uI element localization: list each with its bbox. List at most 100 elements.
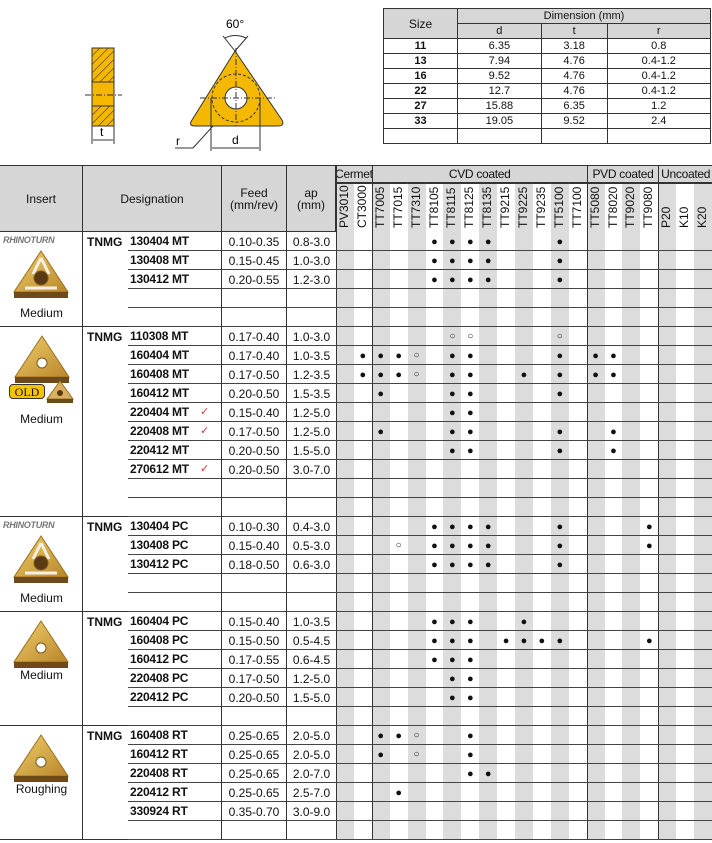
grade-mark-filled-dot-icon: ● [395, 368, 402, 381]
insert-header: Insert [0, 165, 83, 232]
grade-mark-open-circle-icon: ○ [413, 369, 420, 380]
group-divider [586, 165, 588, 840]
grade-mark-filled-dot-icon: ● [431, 273, 438, 286]
grade-mark-filled-dot-icon: ● [610, 444, 617, 457]
designation-prefix: TNMG [83, 517, 128, 612]
grade-mark-open-circle-icon: ○ [449, 331, 456, 342]
grade-column-stripe [336, 183, 354, 840]
designation-empty [128, 479, 222, 498]
table-row [128, 745, 712, 764]
grade-mark-filled-dot-icon: ● [449, 672, 456, 685]
grade-mark-filled-dot-icon: ● [431, 235, 438, 248]
ap-value: 0.5-3.0 [292, 538, 331, 553]
grade-mark-filled-dot-icon: ● [520, 615, 528, 628]
grade-mark-filled-dot-icon: ● [645, 520, 653, 533]
dim-size: 13 [383, 53, 458, 69]
dimension-row: 33 19.05 9.52 2.4 [383, 113, 712, 129]
dim-d: 9.52 [457, 68, 542, 84]
feed-value: 0.15-0.40 [222, 536, 287, 555]
grade-column-stripe [479, 183, 498, 840]
feed-value: 0.17-0.50 [222, 422, 287, 441]
ap-value: 1.2-3.5 [292, 367, 331, 382]
grade-mark-filled-dot-icon: ● [466, 406, 474, 419]
grade-column-stripe [694, 183, 712, 840]
table-row [128, 669, 712, 688]
table-row [128, 593, 712, 612]
grade-mark-filled-dot-icon: ● [466, 273, 474, 286]
table-row [128, 536, 712, 555]
grade-tt9235: TT9235 [532, 183, 551, 232]
grade-mark-filled-dot-icon: ● [466, 767, 474, 780]
table-row [128, 289, 712, 308]
ap-value: 0.4-3.0 [292, 519, 331, 534]
grade-mark-filled-dot-icon: ● [466, 729, 474, 742]
grade-mark-filled-dot-icon: ● [484, 235, 492, 248]
grade-mark-filled-dot-icon: ● [449, 368, 456, 381]
grade-mark-filled-dot-icon: ● [466, 368, 474, 381]
designation-empty [128, 707, 222, 726]
table-row [128, 764, 712, 783]
dimension-table: Size Dimension (mm) d t r 11 6.35 3.18 0.8 1… [383, 8, 712, 144]
dimension-row: 27 15.88 6.35 1.2 [383, 98, 712, 114]
feed-value: 0.25-0.65 [222, 783, 287, 802]
dim-t: 9.52 [540, 113, 608, 129]
insert-image-icon [13, 250, 69, 298]
grade-mark-filled-dot-icon: ● [431, 520, 438, 533]
grade-tt8125: TT8125 [461, 183, 480, 232]
grade-mark-filled-dot-icon: ● [377, 387, 385, 400]
grade-mark-filled-dot-icon: ● [484, 539, 492, 552]
t-label: t [100, 125, 104, 139]
grade-mark-filled-dot-icon: ● [449, 349, 456, 362]
dim-d: 15.88 [457, 98, 542, 114]
designation-code: 160412 PC [128, 650, 222, 669]
grade-mark-filled-dot-icon: ● [359, 368, 367, 381]
grade-mark-filled-dot-icon: ● [538, 634, 546, 647]
grade-mark-filled-dot-icon: ● [449, 539, 456, 552]
col-d: d [457, 23, 542, 39]
grade-mark-filled-dot-icon: ● [431, 254, 438, 267]
grade-group-cermet: Cermet [336, 165, 372, 183]
designation-code: 160412 RT [128, 745, 222, 764]
grade-mark-filled-dot-icon: ● [610, 349, 617, 362]
checkmark-icon: ✓ [200, 406, 210, 418]
top-view [175, 35, 284, 151]
dim-t: 4.76 [540, 68, 608, 84]
dimension-row: 13 7.94 4.76 0.4-1.2 [383, 53, 712, 69]
ap-value: 3.0-7.0 [292, 462, 331, 477]
table-row [128, 631, 712, 650]
grade-mark-filled-dot-icon: ● [556, 368, 564, 381]
ap-value: 2.0-7.0 [292, 766, 331, 781]
designation-empty [128, 593, 222, 612]
designation-code: 160408 RT [128, 726, 222, 745]
feed-value: 0.10-0.35 [222, 232, 287, 251]
grade-mark-filled-dot-icon: ● [466, 748, 474, 761]
grade-tt5080: TT5080 [586, 183, 605, 232]
grade-mark-filled-dot-icon: ● [395, 349, 402, 362]
grade-mark-filled-dot-icon: ● [520, 368, 528, 381]
dim-size: 11 [383, 38, 458, 54]
dim-t: 4.76 [540, 83, 608, 99]
insert-image-icon [13, 734, 69, 782]
ap-value: 1.2-3.0 [292, 272, 331, 287]
side-view [85, 47, 122, 144]
designation-empty [128, 821, 222, 840]
feed-empty [222, 289, 287, 308]
grade-mark-filled-dot-icon: ● [395, 786, 402, 799]
grade-mark-filled-dot-icon: ● [395, 729, 402, 742]
grade-mark-filled-dot-icon: ● [466, 539, 474, 552]
dimension-header: Dimension (mm) [457, 8, 711, 24]
size-header: Size [383, 8, 458, 39]
grade-tt7100: TT7100 [568, 183, 587, 232]
grade-mark-filled-dot-icon: ● [466, 691, 474, 704]
feed-empty [222, 479, 287, 498]
table-row [128, 517, 712, 536]
table-row [128, 270, 712, 289]
designation-code: 220404 MT [128, 403, 222, 422]
grade-tt9215: TT9215 [497, 183, 516, 232]
table-row [128, 441, 712, 460]
feed-empty [222, 308, 287, 327]
grade-column-stripe [515, 183, 533, 840]
designation-code: 220408 RT [128, 764, 222, 783]
grade-mark-filled-dot-icon: ● [645, 634, 653, 647]
insert-type-label: Medium [20, 412, 63, 426]
